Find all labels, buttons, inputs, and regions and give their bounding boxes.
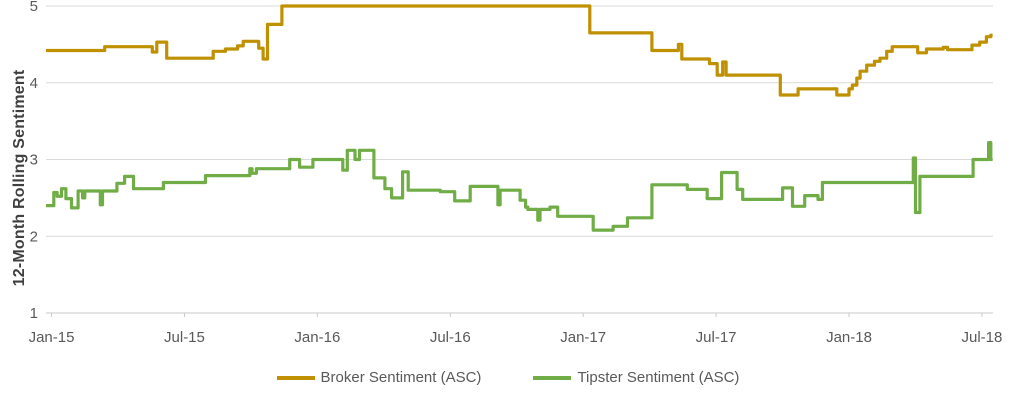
series-line-tipster — [46, 141, 993, 232]
broker-series-line-swatch — [276, 375, 315, 380]
legend-label-tipster: Tipster Sentiment (ASC) — [577, 369, 740, 386]
y-tick-label-5: 5 — [30, 0, 38, 15]
y-tick-label-1: 1 — [30, 305, 38, 322]
y-axis-title: 12-Month Rolling Sentiment — [11, 69, 28, 287]
chart-legend: Broker Sentiment (ASC) Tipster Sentiment… — [0, 369, 1016, 386]
x-tick-label-Jan-17: Jan-17 — [560, 329, 606, 346]
x-tick-label-Jan-16: Jan-16 — [294, 329, 340, 346]
legend-item-tipster: Tipster Sentiment (ASC) — [533, 369, 739, 386]
y-tick-label-3: 3 — [30, 152, 38, 169]
y-tick-label-2: 2 — [30, 228, 38, 245]
legend-label-broker: Broker Sentiment (ASC) — [320, 369, 482, 386]
x-tick-label-Jul-15: Jul-15 — [164, 329, 205, 346]
x-tick-label-Jul-16: Jul-16 — [430, 329, 471, 346]
x-tick-label-Jul-17: Jul-17 — [696, 329, 737, 346]
series-line-broker — [46, 4, 993, 97]
y-tick-label-4: 4 — [30, 75, 38, 92]
legend-item-broker: Broker Sentiment (ASC) — [276, 369, 482, 386]
tipster-series-line-swatch — [533, 375, 572, 380]
x-tick-label-Jan-18: Jan-18 — [826, 329, 872, 346]
x-tick-label-Jan-15: Jan-15 — [29, 329, 75, 346]
x-tick-label-Jul-18: Jul-18 — [961, 329, 1002, 346]
